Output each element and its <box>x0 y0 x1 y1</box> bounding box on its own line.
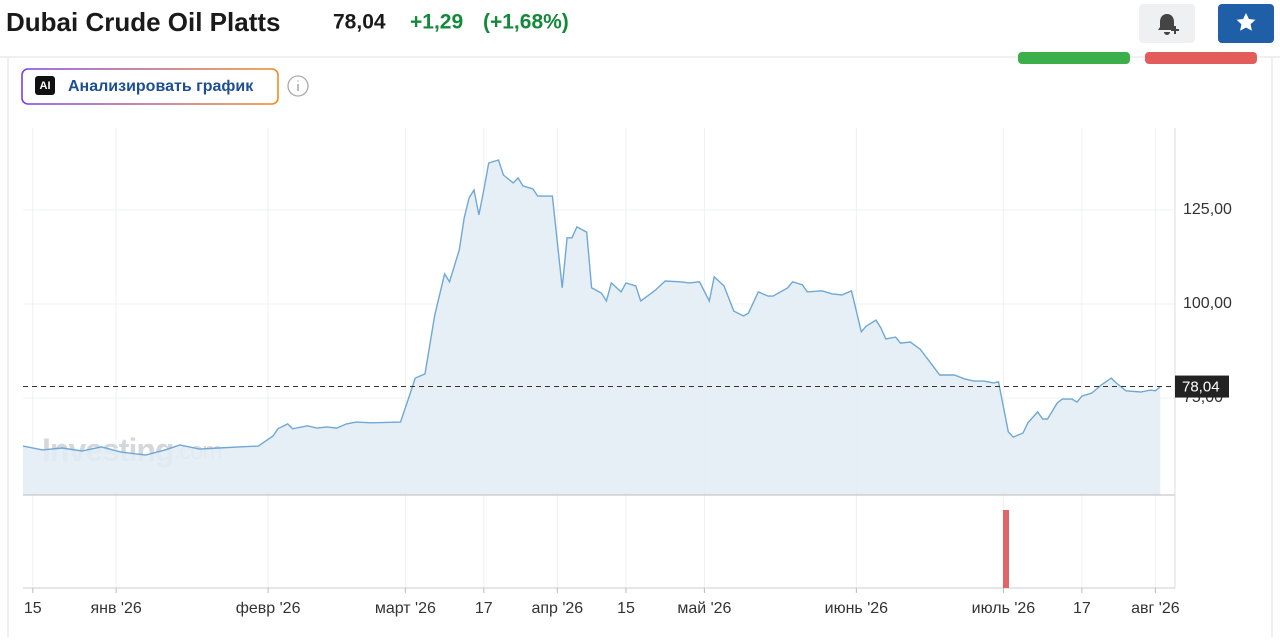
plus-icon <box>1171 26 1179 34</box>
label-layer: 15 янв '26 февр '26 март '26 17 апр '26 15 май … <box>24 201 1232 617</box>
x-tick-label: июль '26 <box>972 600 1036 617</box>
current-price-badge <box>1175 375 1229 398</box>
x-tick-label: 15 <box>617 600 635 617</box>
y-tick-label: 125,00 <box>1183 201 1232 218</box>
star-icon <box>1236 13 1256 31</box>
x-tick-label: март '26 <box>375 600 436 617</box>
alert-button[interactable] <box>1139 4 1195 43</box>
instrument-title: Dubai Crude Oil Platts <box>6 7 281 37</box>
current-price-label: 78,04 <box>1182 379 1220 396</box>
ai-analyze-button[interactable]: AI Анализировать график <box>21 68 279 105</box>
ai-button-border <box>21 68 279 105</box>
price: 78,04 <box>333 11 386 34</box>
info-icon[interactable] <box>287 75 309 97</box>
y-tick-label: 100,00 <box>1183 295 1232 312</box>
price-change-percent: (+1,68%) <box>483 11 569 34</box>
x-tick-label: май '26 <box>677 600 731 617</box>
watchlist-button[interactable] <box>1218 4 1274 43</box>
price-line <box>22 159 1161 456</box>
x-tick-label: авг '26 <box>1131 600 1180 617</box>
plot-layer: Investing.com <box>22 159 1175 495</box>
price-change: +1,29 <box>410 11 463 34</box>
x-tick-label: 17 <box>475 600 493 617</box>
price-area <box>23 160 1161 495</box>
x-tick-label: апр '26 <box>531 600 583 617</box>
ai-badge: AI <box>40 80 51 92</box>
x-tick-label: июнь '26 <box>825 600 889 617</box>
chart-frame <box>7 56 1273 642</box>
ai-badge-bg <box>35 76 55 95</box>
x-tick-label: янв '26 <box>90 600 141 617</box>
x-tick-label: 17 <box>1073 600 1091 617</box>
sell-button[interactable] <box>1145 52 1257 64</box>
volume-bar <box>1003 510 1009 588</box>
buy-button[interactable] <box>1018 52 1130 64</box>
x-tick-label: 15 <box>24 600 42 617</box>
info-circle <box>287 75 309 97</box>
ai-button-label: Анализировать график <box>68 78 254 95</box>
x-tick-label: февр '26 <box>236 600 301 617</box>
